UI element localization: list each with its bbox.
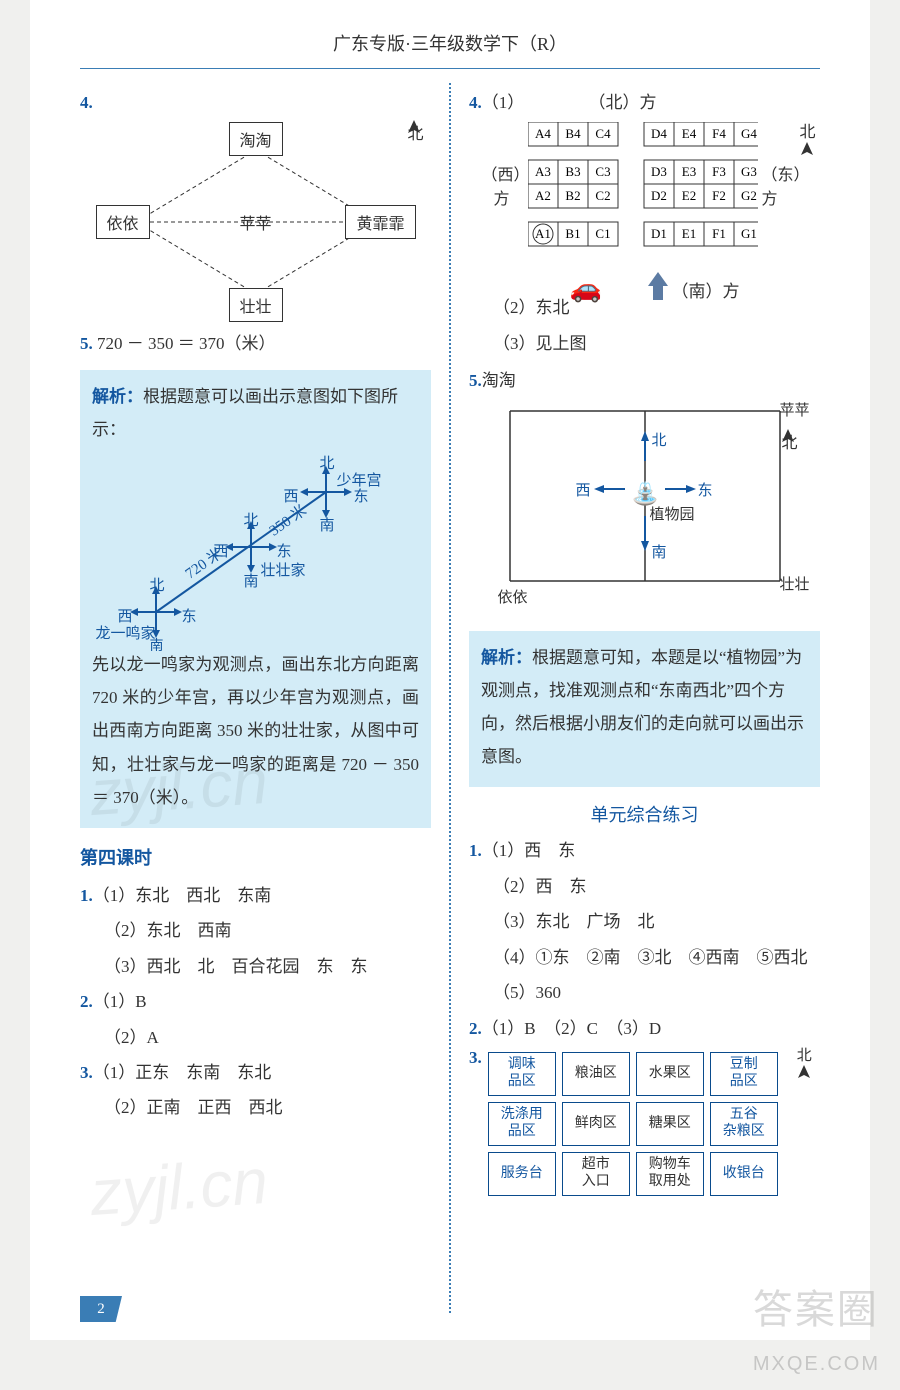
table-cell: 五谷 杂粮区 xyxy=(710,1102,778,1146)
r-q4-p2: （2）东北 xyxy=(469,292,820,323)
q4-box-bottom: 壮壮 xyxy=(228,288,282,322)
svg-text:B2: B2 xyxy=(565,188,580,203)
svg-text:G2: G2 xyxy=(741,188,757,203)
l4-q1-1: （2）东北 西南 xyxy=(80,915,431,946)
table-cell: 糖果区 xyxy=(636,1102,704,1146)
column-divider xyxy=(449,83,451,1313)
table-cell: 超市 入口 xyxy=(562,1152,630,1196)
u-q1-4: （5）360 xyxy=(469,977,820,1008)
grid-right-label: （东）方 xyxy=(762,161,810,209)
svg-text:D1: D1 xyxy=(651,226,667,241)
q4-center: 苹苹 xyxy=(239,210,271,234)
svg-text:C2: C2 xyxy=(595,188,610,203)
grid-left-label: （西）方 xyxy=(480,161,524,209)
svg-text:G4: G4 xyxy=(741,126,757,141)
svg-text:C4: C4 xyxy=(595,126,611,141)
q4-diagram: 淘淘 依依 黄霏霏 壮壮 苹苹 北 xyxy=(96,122,416,322)
top-rule xyxy=(80,68,820,69)
right-column: 4.（1） （北）方 （西）方 A4 B4 C4 D4 E4 F4 G4 A3 B3 C3 D3 E3… xyxy=(469,83,820,1313)
l4-q1-2: （3）西北 北 百合花园 东 东 xyxy=(80,951,431,982)
svg-text:G1: G1 xyxy=(741,226,757,241)
q4-box-left: 依依 xyxy=(96,205,150,239)
u-q1-2: （3）东北 广场 北 xyxy=(469,906,820,937)
u-q2: 2.（1）B （2）C （3）D xyxy=(469,1013,820,1044)
table-cell: 水果区 xyxy=(636,1052,704,1096)
q5-north: 北 xyxy=(781,429,797,453)
u-q1-3: （4）①东 ②南 ③北 ④西南 ⑤西北 xyxy=(469,942,820,973)
arrow-stem xyxy=(653,284,663,300)
table-cell: 调味 品区 xyxy=(488,1052,556,1096)
q5: 5. 720 － 350 ＝ 370（米） xyxy=(80,328,431,359)
explain-body: 先以龙一鸣家为观测点，画出东北方向距离 720 米的少年宫，再以少年宫为观测点，… xyxy=(92,648,419,814)
explain-box: 解析：根据题意可以画出示意图如下图所示： xyxy=(80,370,431,828)
l4-q1-0: 1.（1）东北 西北 东南 xyxy=(80,880,431,911)
svg-text:G3: G3 xyxy=(741,164,757,179)
svg-text:F4: F4 xyxy=(712,126,726,141)
footer-watermark: 答案圈 MXQE.COM xyxy=(753,1277,880,1380)
r-q5-num: 5.淘淘 xyxy=(469,365,820,396)
svg-text:C3: C3 xyxy=(595,164,610,179)
l4-q2-0: 2.（1）B xyxy=(80,986,431,1017)
svg-text:B4: B4 xyxy=(565,126,581,141)
svg-text:B3: B3 xyxy=(565,164,580,179)
q4-num: 4. xyxy=(80,87,431,118)
svg-text:C1: C1 xyxy=(595,226,610,241)
explain-box-2: 解析：根据题意可知，本题是以“植物园”为观测点，找准观测点和“东南西北”四个方向… xyxy=(469,631,820,788)
table-cell: 服务台 xyxy=(488,1152,556,1196)
page: 广东专版·三年级数学下（R） 4. 淘淘 依依 黄霏霏 壮壮 苹苹 北 xyxy=(30,0,870,1340)
svg-text:A3: A3 xyxy=(535,164,551,179)
table-north: 北 xyxy=(797,1044,812,1088)
svg-text:D4: D4 xyxy=(651,126,667,141)
north-indicator: 北 xyxy=(407,120,423,144)
svg-text:E2: E2 xyxy=(681,188,695,203)
svg-text:E4: E4 xyxy=(681,126,696,141)
svg-text:A2: A2 xyxy=(535,188,551,203)
page-number: 2 xyxy=(80,1296,122,1322)
table-cell: 购物车 取用处 xyxy=(636,1152,704,1196)
table-cell: 洗涤用 品区 xyxy=(488,1102,556,1146)
u-q1-1: （2）西 东 xyxy=(469,871,820,902)
svg-text:F1: F1 xyxy=(712,226,726,241)
svg-text:E3: E3 xyxy=(681,164,695,179)
l4-q3-1: （2）正南 正西 西北 xyxy=(80,1092,431,1123)
lesson4-title: 第四课时 xyxy=(80,844,431,870)
q4-box-right: 黄霏霏 xyxy=(345,205,415,239)
explain-sketch: 北 东 南 西 少年宫 北 东 南 西 壮壮家 北 东 南 西 龙一鸣家 720… xyxy=(96,452,416,642)
table-cell: 鲜肉区 xyxy=(562,1102,630,1146)
u-q1-0: 1.（1）西 东 xyxy=(469,835,820,866)
grid-wrapper: （西）方 A4 B4 C4 D4 E4 F4 G4 A3 B3 C3 D3 E3 F3 G3 A2 B2 C2 D… xyxy=(480,122,810,248)
table-cell: 粮油区 xyxy=(562,1052,630,1096)
svg-text:A1: A1 xyxy=(535,226,551,241)
q4-box-top: 淘淘 xyxy=(228,122,282,156)
table-cell: 豆制 品区 xyxy=(710,1052,778,1096)
grid-north: 北 xyxy=(799,118,815,165)
unit-title: 单元综合练习 xyxy=(469,801,820,827)
left-column: 4. 淘淘 依依 黄霏霏 壮壮 苹苹 北 xyxy=(80,83,431,1313)
svg-text:F2: F2 xyxy=(712,188,726,203)
svg-text:A4: A4 xyxy=(535,126,551,141)
svg-text:D2: D2 xyxy=(651,188,667,203)
l4-q3-0: 3.（1）正东 东南 东北 xyxy=(80,1057,431,1088)
q5-map: 苹苹 依依 壮壮 北 南 东 西 ⛲ 植物园 北 xyxy=(480,401,810,621)
svg-text:E1: E1 xyxy=(681,226,695,241)
car-icon: 🚗 xyxy=(570,274,602,304)
watermark-2: zyjl.cn xyxy=(88,1144,271,1230)
svg-text:B1: B1 xyxy=(565,226,580,241)
table-cell: 收银台 xyxy=(710,1152,778,1196)
supermarket-table: 调味 品区粮油区水果区豆制 品区洗涤用 品区鲜肉区糖果区五谷 杂粮区服务台超市 … xyxy=(488,1052,778,1196)
r-q4-p3: （3）见上图 xyxy=(469,328,820,359)
svg-text:D3: D3 xyxy=(651,164,667,179)
explain-lead: 解析：根据题意可以画出示意图如下图所示： xyxy=(92,380,419,446)
r-q4-head: 4.（1） （北）方 xyxy=(469,87,820,118)
grid-bottom-label: （南）方 xyxy=(672,277,740,302)
page-title: 广东专版·三年级数学下（R） xyxy=(30,30,870,56)
u-q3-wrap: 3. 调味 品区粮油区水果区豆制 品区洗涤用 品区鲜肉区糖果区五谷 杂粮区服务台… xyxy=(469,1048,820,1196)
svg-text:F3: F3 xyxy=(712,164,726,179)
grid-svg: A4 B4 C4 D4 E4 F4 G4 A3 B3 C3 D3 E3 F3 G3 A2 B2 C2 D2 E2 F2… xyxy=(528,122,758,248)
l4-q2-1: （2）A xyxy=(80,1022,431,1053)
columns: 4. 淘淘 依依 黄霏霏 壮壮 苹苹 北 xyxy=(30,83,870,1313)
